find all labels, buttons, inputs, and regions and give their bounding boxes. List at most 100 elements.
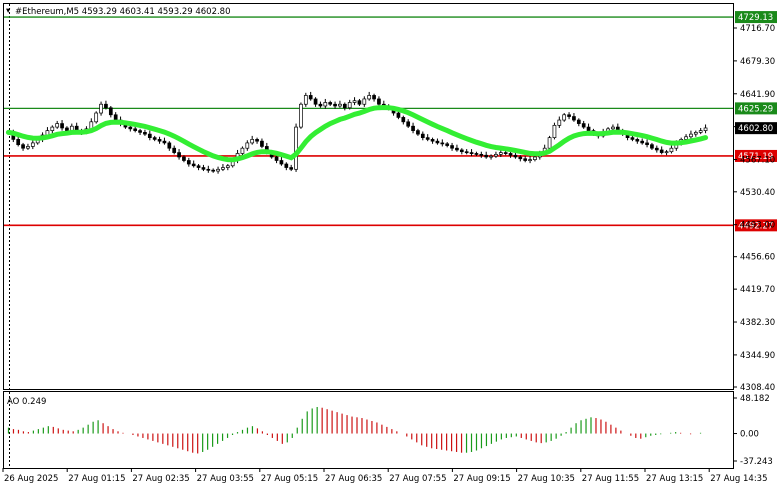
time-tick-label: 27 Aug 07:55 (389, 474, 446, 484)
candle-body (201, 167, 206, 170)
candle-body (586, 126, 591, 131)
candle-body (143, 132, 147, 135)
candle-body (630, 137, 635, 140)
time-tick-label: 27 Aug 11:55 (582, 474, 639, 484)
time-tick-label: 27 Aug 13:15 (646, 474, 703, 484)
candle-body (484, 154, 489, 158)
candle-body (489, 155, 493, 158)
candle-body (572, 116, 576, 121)
candle-body (684, 136, 688, 140)
price-tick-label: 4716.70 (740, 24, 775, 34)
candle-body (664, 151, 669, 154)
candle-body (464, 151, 469, 154)
candle-body (362, 98, 367, 105)
candle-body (60, 123, 64, 129)
candle-body (562, 114, 567, 121)
candle-body (147, 133, 152, 138)
candle-body (50, 126, 55, 131)
candle-body (138, 130, 142, 133)
candle-body (182, 156, 186, 161)
candle-body (206, 168, 211, 171)
candle-body (533, 156, 537, 160)
price-tick-label: 4679.30 (740, 57, 775, 67)
candle-body (294, 126, 298, 170)
main-panel-frame (3, 3, 734, 390)
candle-body (498, 152, 503, 155)
candle-body (698, 130, 703, 133)
candle-body (284, 163, 289, 168)
candle-body (225, 165, 230, 168)
candle-body (162, 140, 167, 144)
candle-body (669, 147, 674, 153)
candle-body (523, 158, 528, 161)
candle-body (420, 133, 425, 138)
candle-body (425, 137, 430, 140)
candle-body (357, 100, 362, 105)
candle-body (367, 95, 372, 100)
candle-body (16, 139, 21, 146)
level-price-label: 4729.13 (738, 13, 773, 23)
candle-body (21, 144, 25, 149)
price-levels: 4729.13 4625.29 4571.19 4492.27 (4, 11, 777, 232)
candle-body (703, 127, 708, 131)
candle-body (401, 117, 406, 123)
candle-body (406, 121, 411, 127)
price-tick-label: 4493.00 (740, 221, 775, 231)
candle-body (255, 139, 259, 142)
time-tick-label: 27 Aug 10:35 (518, 474, 575, 484)
candle-body (196, 165, 201, 168)
toolbar-dropdown-icon[interactable]: ▾ (6, 6, 11, 16)
candle-body (352, 100, 357, 103)
time-tick-label: 27 Aug 06:35 (325, 474, 382, 484)
candle-body (108, 107, 113, 116)
candle-body (650, 144, 654, 149)
candle-body (240, 147, 245, 154)
price-tick-label: 4382.30 (740, 318, 775, 328)
level-tag-resistance (735, 102, 777, 115)
candle-body (693, 132, 698, 135)
candle-body (245, 142, 250, 149)
candle-body (274, 156, 279, 161)
level-tag-resistance-high (735, 11, 777, 24)
candle-body (459, 149, 464, 153)
candle-body (503, 152, 508, 154)
candle-body (279, 160, 284, 165)
indicator-panel-frame (3, 391, 734, 469)
candle-body (576, 119, 581, 124)
candle-body (177, 152, 181, 158)
candle-body (65, 127, 69, 131)
price-axis: 4716.704679.304641.904604.504567.104530.… (733, 24, 777, 393)
moving-average-line (5, 104, 709, 163)
candle-body (221, 167, 225, 170)
candle-body (99, 103, 103, 114)
candle-body (508, 153, 513, 156)
candle-body (567, 114, 571, 117)
current-price-label: 4602.80 (738, 124, 773, 134)
time-tick-label: 27 Aug 03:55 (197, 474, 254, 484)
time-tick-label: 27 Aug 01:15 (68, 474, 125, 484)
time-axis: 26 Aug 2025 27 Aug 01:15 27 Aug 02:35 27 Au… (2, 468, 768, 484)
candle-body (430, 139, 435, 142)
price-tick-label: 4308.40 (740, 383, 775, 393)
candle-body (372, 95, 376, 100)
candle-body (289, 167, 294, 170)
candle-body (416, 130, 420, 135)
candle-body (250, 139, 255, 144)
candle-body (323, 102, 328, 107)
candle-body (479, 153, 484, 156)
candle-body (635, 139, 640, 142)
time-tick-label: 27 Aug 05:15 (261, 474, 318, 484)
candle-body (347, 102, 352, 109)
time-tick-label: 27 Aug 14:35 (710, 474, 767, 484)
candle-body (581, 123, 586, 128)
candle-body (518, 156, 523, 160)
candle-body (440, 142, 445, 145)
candle-body (167, 142, 172, 149)
level-price-label: 4571.19 (738, 152, 773, 162)
ao-tick-label: -37.243 (740, 457, 773, 467)
candle-body (104, 103, 108, 109)
candle-body (128, 126, 133, 130)
level-tag-support (735, 149, 777, 162)
candle-body (333, 103, 337, 107)
